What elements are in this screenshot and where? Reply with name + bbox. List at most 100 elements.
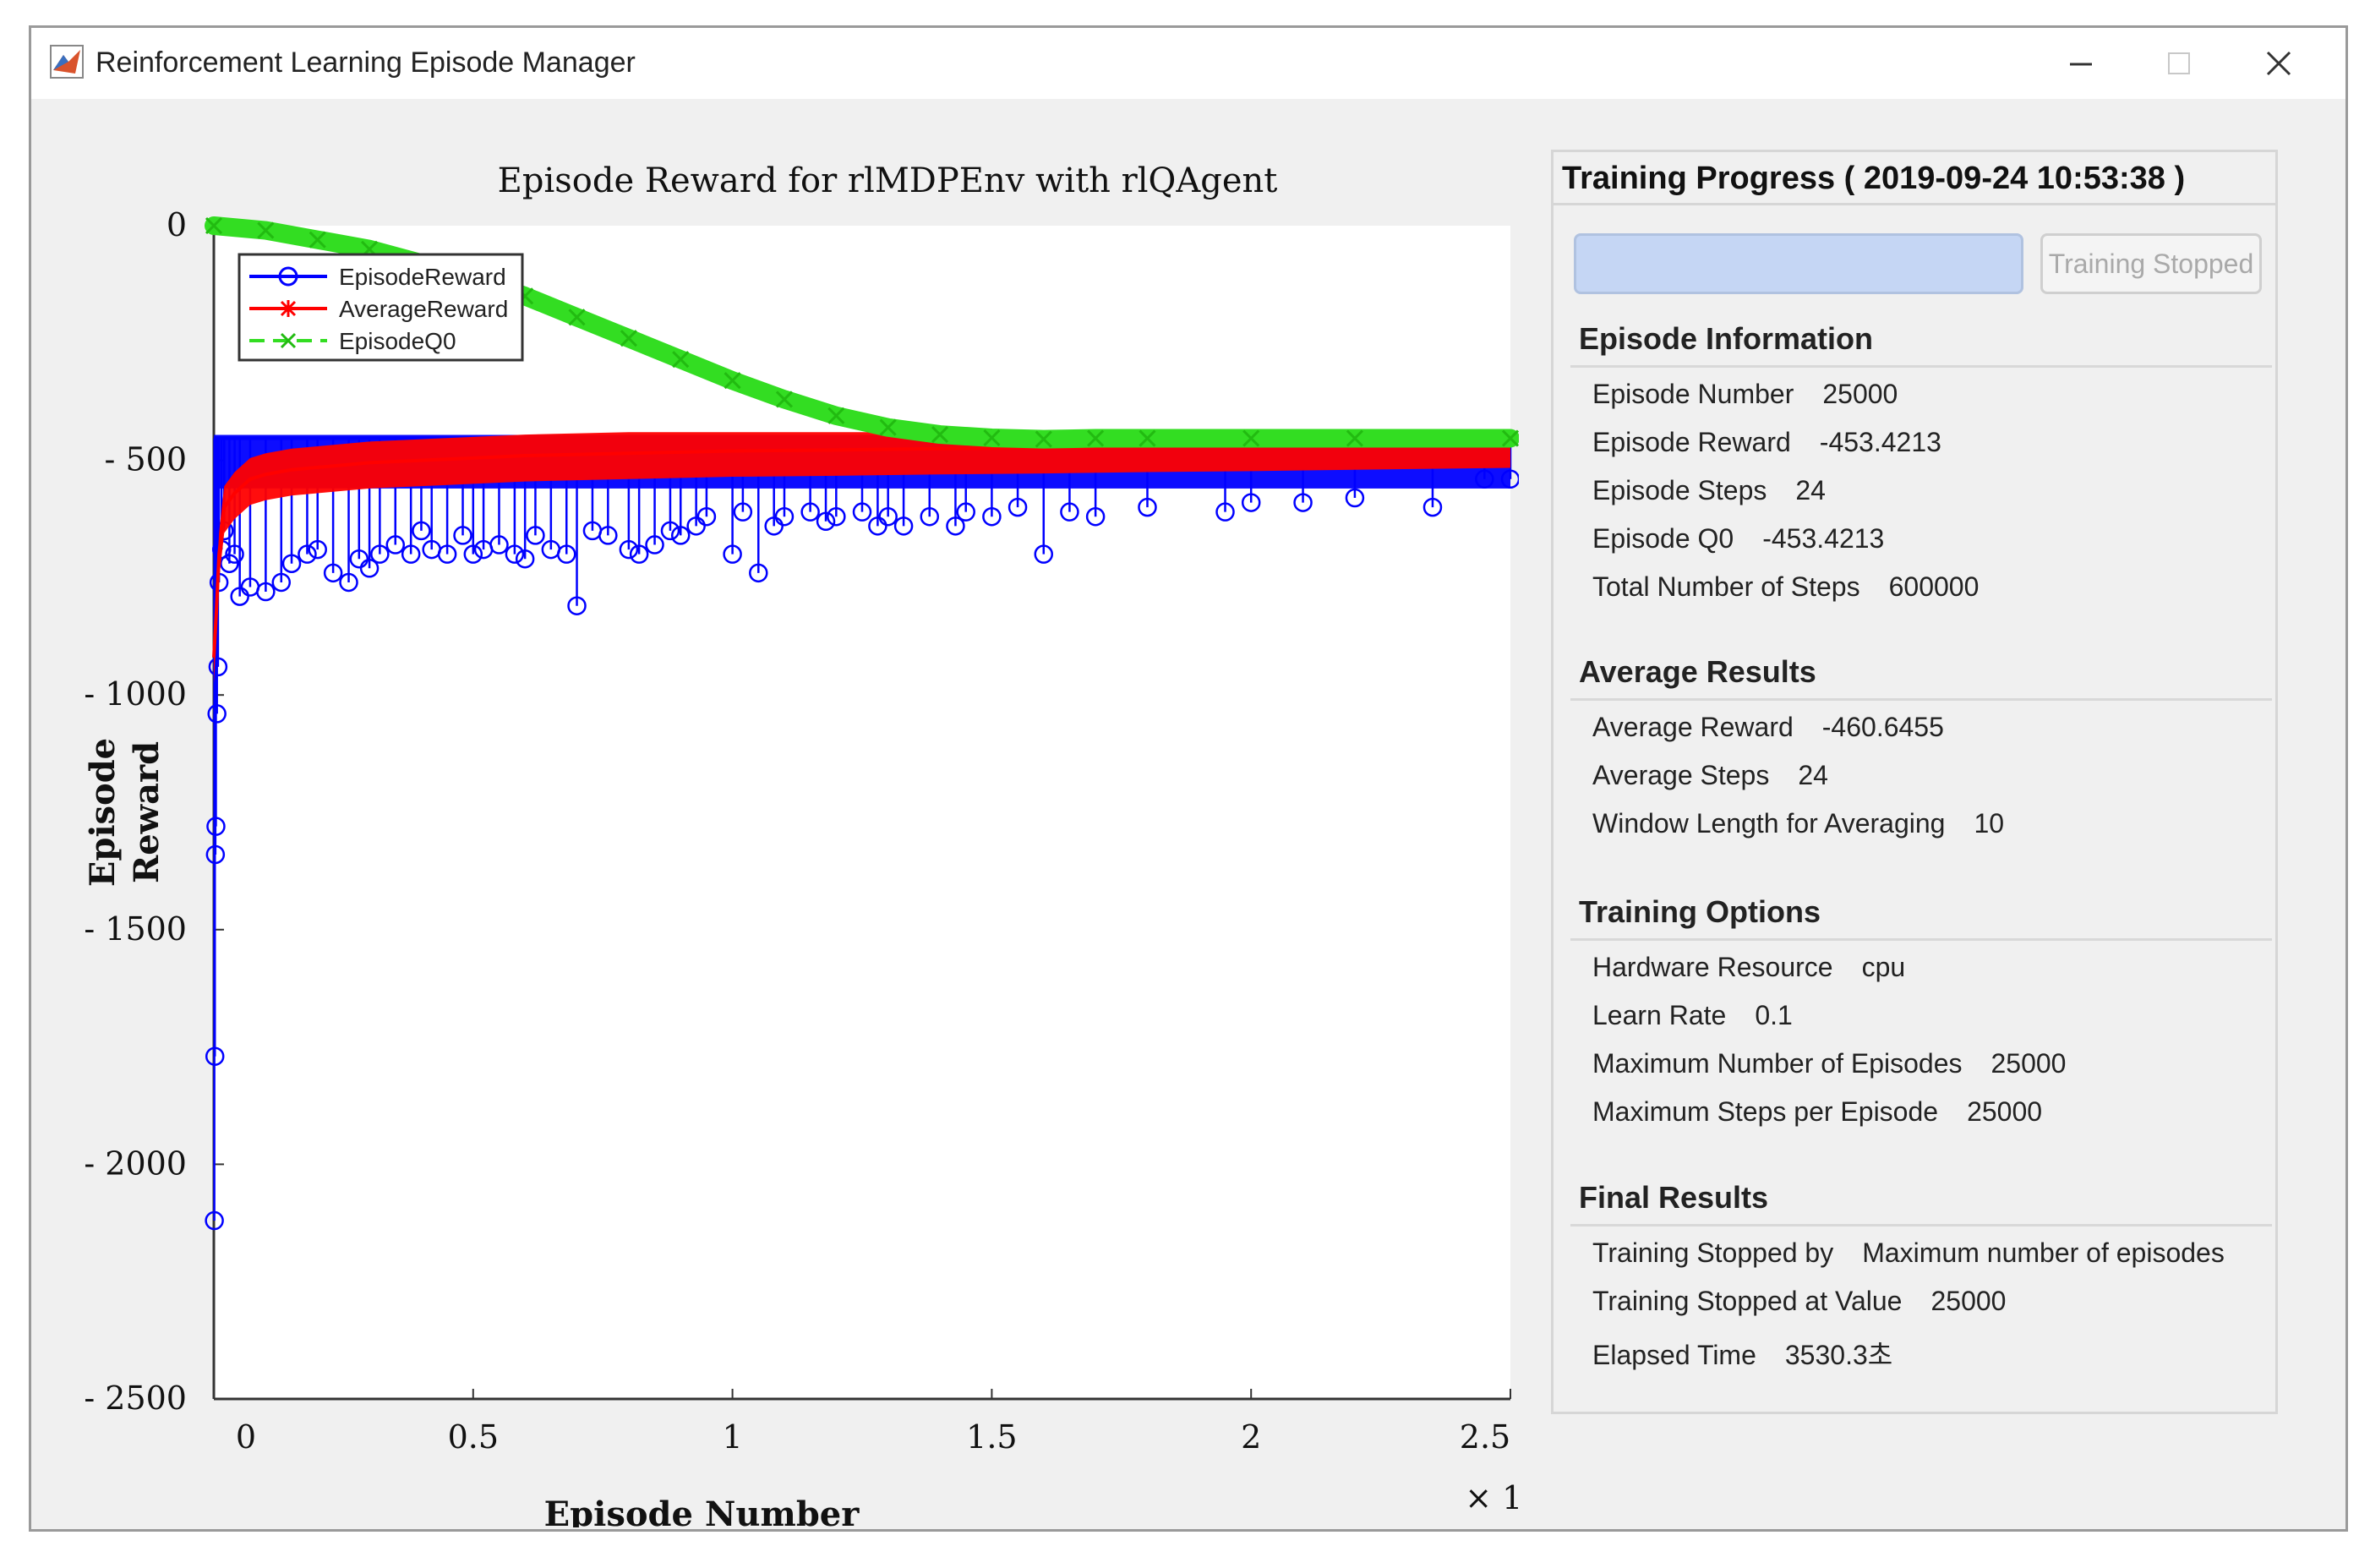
legend-marker — [278, 266, 298, 287]
episode-q0-marker — [309, 231, 326, 249]
episode-reward-point — [1034, 544, 1054, 564]
y-tick-label: - 1500 — [84, 910, 187, 948]
episode-reward-point — [567, 596, 587, 615]
episode-reward-point — [764, 516, 784, 536]
episode-reward-point — [323, 563, 343, 583]
episode-q0-marker — [205, 216, 223, 235]
section-heading: Training Options — [1579, 894, 1821, 929]
training-progress-bar — [1574, 233, 2023, 294]
episode-reward-point — [298, 544, 317, 564]
episode-reward-point — [1085, 506, 1106, 527]
episode-reward-point — [370, 544, 390, 564]
episode-reward-point — [749, 563, 768, 583]
episode-q0-marker — [775, 391, 794, 408]
x-tick-label: 1.5 — [966, 1418, 1017, 1456]
y-tick-label: 0 — [167, 206, 187, 243]
matlab-app-icon — [50, 45, 84, 79]
episode-reward-point — [256, 582, 276, 602]
episode-reward-point — [308, 539, 327, 560]
episode-reward-point — [271, 572, 292, 593]
episode-q0-marker — [827, 407, 845, 424]
episode-reward-point — [1345, 488, 1365, 508]
episode-reward-point — [774, 506, 795, 527]
episode-reward-point — [696, 506, 717, 527]
info-row: Average Steps 24 — [1592, 760, 1828, 790]
episode-reward-point — [489, 535, 509, 555]
episode-reward-point — [629, 544, 649, 564]
episode-reward-point — [878, 506, 898, 527]
info-row: Elapsed Time 3530.3초 — [1592, 1340, 1893, 1370]
average-reward-band — [214, 432, 1510, 684]
divider — [1570, 365, 2272, 368]
episode-reward-point — [230, 587, 249, 606]
episode-reward-point — [920, 506, 940, 527]
legend-label: EpisodeReward — [339, 264, 506, 290]
episode-reward-point — [220, 554, 239, 573]
episode-reward-point — [385, 535, 406, 555]
episode-reward-point — [852, 502, 872, 522]
info-row: Maximum Number of Episodes 25000 — [1592, 1048, 2067, 1079]
legend-marker — [280, 332, 297, 349]
window-title: Reinforcement Learning Episode Manager — [96, 46, 636, 79]
section-heading: Average Results — [1579, 654, 1816, 689]
episode-reward-point — [670, 526, 691, 545]
episode-q0-marker — [568, 309, 586, 326]
episode-q0-marker — [1035, 430, 1052, 448]
episode-reward-point — [733, 502, 753, 522]
episode-q0-marker — [1087, 429, 1105, 447]
plot-area — [214, 226, 1510, 1399]
legend-label: EpisodeQ0 — [339, 328, 456, 354]
episode-q0-marker — [1139, 429, 1156, 447]
info-row: Window Length for Averaging 10 — [1592, 808, 2005, 839]
episode-q0-marker — [1501, 429, 1519, 447]
episode-reward-point — [349, 549, 369, 569]
close-icon — [2266, 51, 2291, 76]
info-row: Training Stopped by Maximum number of epi… — [1592, 1237, 2225, 1268]
episode-reward-point — [619, 539, 639, 560]
x-tick-label: 0 — [236, 1418, 256, 1456]
episode-reward-point — [339, 572, 358, 593]
y-axis-label-line: Reward — [127, 741, 167, 883]
episode-reward-point — [1475, 469, 1494, 489]
episode-reward-point — [893, 516, 914, 536]
episode-reward-point — [1241, 493, 1261, 512]
close-button[interactable] — [2232, 28, 2325, 99]
section-heading: Final Results — [1579, 1180, 1769, 1215]
legend-marker — [280, 300, 297, 317]
episode-reward-point — [868, 516, 887, 536]
training-stopped-button[interactable]: Training Stopped — [2040, 233, 2262, 294]
episode-reward-point — [463, 544, 483, 564]
info-row: Episode Number 25000 — [1592, 379, 1898, 409]
divider — [1570, 1224, 2272, 1227]
episode-reward-chart: Episode Reward for rlMDPEnv with rlQAgen… — [83, 161, 1519, 1527]
minimize-icon — [2070, 63, 2092, 66]
episode-reward-point — [412, 521, 431, 541]
legend-label: AverageReward — [339, 296, 508, 322]
episode-q0-marker — [879, 418, 897, 436]
y-tick-label: - 500 — [105, 441, 187, 478]
episode-reward-point — [205, 1210, 224, 1231]
episode-reward-point — [982, 506, 1002, 527]
episode-reward-point — [827, 506, 846, 527]
episode-reward-point — [281, 554, 302, 573]
training-progress-panel: Training Progress ( 2019-09-24 10:53:38 … — [1551, 150, 2278, 1414]
maximize-button[interactable] — [2132, 28, 2225, 99]
episode-manager-window: Reinforcement Learning Episode Manager E… — [29, 25, 2348, 1532]
episode-reward-point — [800, 502, 820, 522]
y-tick-label: - 2500 — [84, 1380, 187, 1417]
episode-reward-point — [205, 844, 226, 865]
episode-q0-marker — [983, 429, 1001, 447]
y-tick-label: - 2000 — [84, 1145, 187, 1182]
info-row: Training Stopped at Value 25000 — [1592, 1286, 2007, 1316]
episode-q0-marker — [620, 330, 637, 347]
y-axis-label-line: Episode — [83, 738, 123, 887]
panel-title: Training Progress ( 2019-09-24 10:53:38 … — [1562, 161, 2186, 196]
episode-reward-point — [556, 544, 576, 564]
episode-reward-point — [453, 526, 472, 545]
divider — [1570, 698, 2272, 701]
minimize-button[interactable] — [2034, 28, 2127, 99]
episode-reward-point — [1423, 497, 1443, 517]
episode-reward-point — [437, 544, 457, 564]
episode-reward-point — [1215, 502, 1235, 522]
title-bar[interactable]: Reinforcement Learning Episode Manager — [31, 28, 2345, 99]
